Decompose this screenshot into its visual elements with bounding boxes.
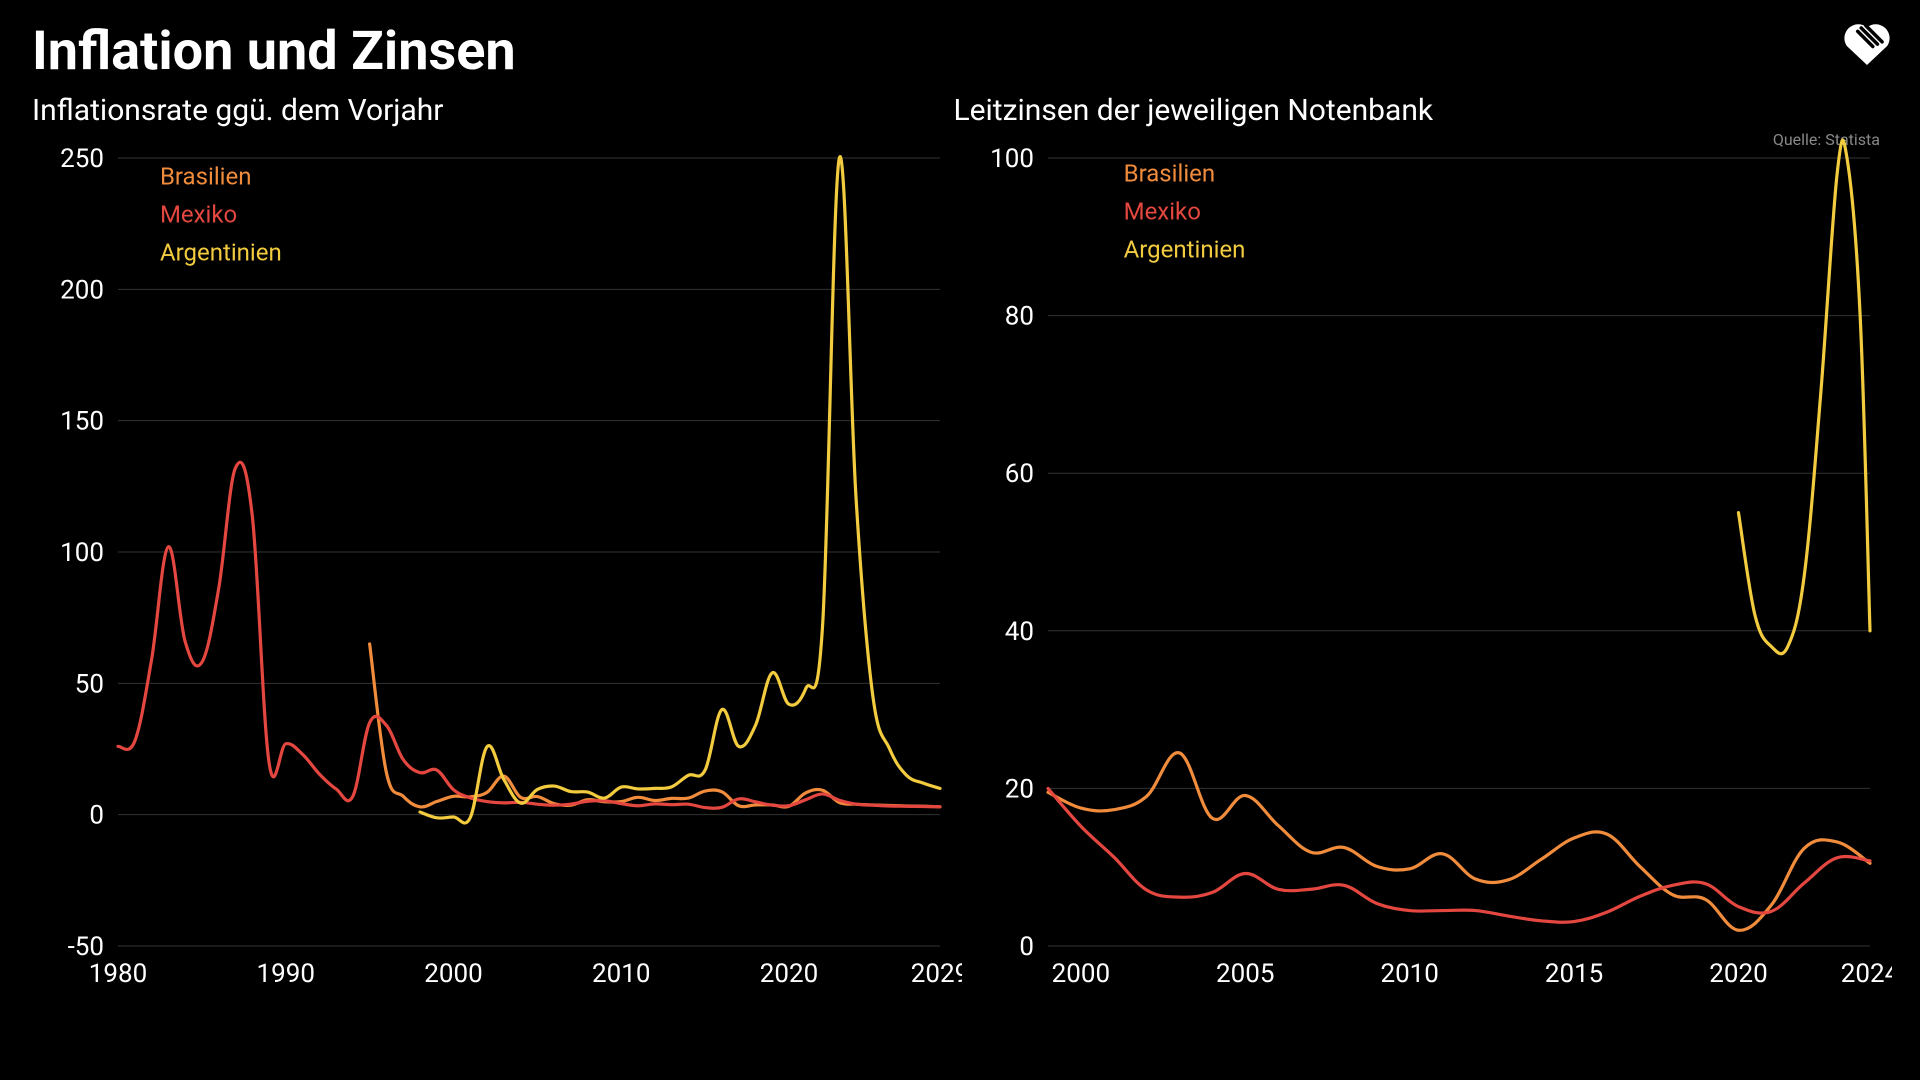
svg-text:-50: -50 [68,932,104,962]
svg-text:2015: 2015 [1545,959,1603,989]
legend-brasilien: Brasilien [160,162,252,190]
series-brasilien [370,644,940,807]
svg-text:60: 60 [1005,459,1034,489]
svg-text:2005: 2005 [1216,959,1274,989]
svg-text:2020: 2020 [1709,959,1767,989]
legend-brasilien: Brasilien [1124,160,1216,188]
svg-text:200: 200 [60,275,104,305]
brand-logo-icon [1838,14,1896,72]
subtitle-right: Leitzinsen der jeweiligen Notenbank [941,93,1888,128]
legend-argentinien: Argentinien [1124,236,1246,264]
page-title: Inflation und Zinsen [32,20,1888,83]
chart-interest-rates: 0 20 40 60 80 100 2000 2005 2010 2015 2020 2024 Bras… [962,136,1892,1016]
svg-text:1980: 1980 [89,959,147,989]
series-argentinien [1738,140,1870,654]
svg-text:2020: 2020 [760,959,818,989]
series-mexiko [1048,788,1870,922]
svg-text:2010: 2010 [1380,959,1438,989]
svg-text:100: 100 [60,538,104,568]
svg-text:50: 50 [75,669,104,699]
svg-text:250: 250 [60,144,104,174]
svg-text:100: 100 [990,144,1034,174]
svg-text:2024: 2024 [1841,959,1892,989]
svg-text:150: 150 [60,407,104,437]
legend-mexiko: Mexiko [1124,198,1201,226]
svg-text:20: 20 [1005,774,1034,804]
svg-text:2000: 2000 [1052,959,1110,989]
subtitle-left: Inflationsrate ggü. dem Vorjahr [32,93,941,128]
series-argentinien [420,157,940,823]
series-brasilien [1048,753,1870,931]
chart-inflation: -50 0 50 100 150 200 250 1980 1990 2000 2010 2020 20… [32,136,962,1016]
svg-text:0: 0 [89,801,104,831]
legend-mexiko: Mexiko [160,200,237,228]
series-mexiko [118,462,940,808]
svg-text:80: 80 [1005,302,1034,332]
svg-text:1990: 1990 [257,959,315,989]
svg-text:2029: 2029 [911,959,962,989]
svg-text:40: 40 [1005,617,1034,647]
svg-text:2000: 2000 [424,959,482,989]
svg-text:0: 0 [1019,932,1034,962]
legend-argentinien: Argentinien [160,238,282,266]
svg-text:2010: 2010 [592,959,650,989]
